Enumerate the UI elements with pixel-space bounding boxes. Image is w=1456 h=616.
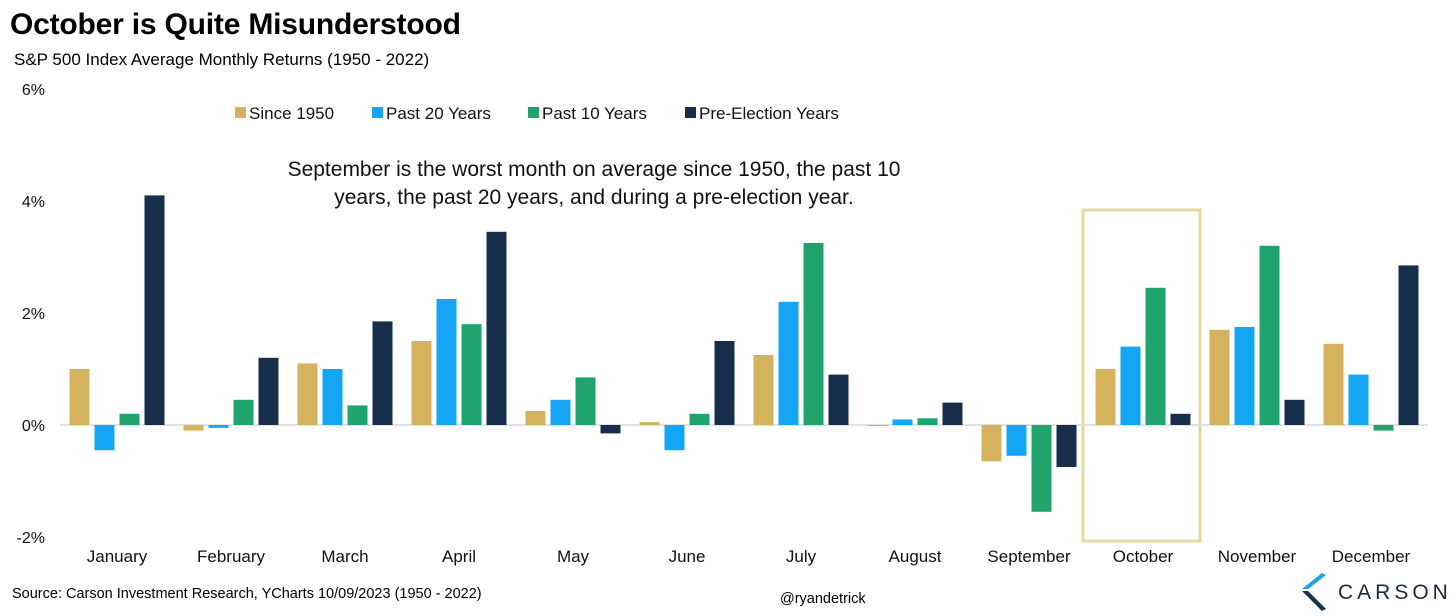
bar: [461, 324, 482, 425]
legend-label: Since 1950: [249, 104, 334, 123]
bar: [208, 425, 229, 428]
chart-title: October is Quite Misunderstood: [10, 8, 461, 41]
bar: [69, 369, 90, 425]
bar: [1006, 425, 1027, 456]
chart-subtitle: S&P 500 Index Average Monthly Returns (1…: [14, 50, 430, 69]
bar: [436, 299, 457, 425]
bar: [258, 357, 279, 425]
x-tick-label: January: [87, 547, 148, 566]
bar: [1348, 374, 1369, 425]
bar: [1120, 346, 1141, 425]
bar: [550, 399, 571, 425]
bar: [1056, 425, 1077, 467]
bar: [347, 405, 368, 425]
october-highlight-box: [1081, 208, 1202, 543]
x-tick-label: July: [786, 547, 817, 566]
x-tick-label: December: [1332, 547, 1411, 566]
bar: [1234, 327, 1255, 425]
x-tick-label: March: [321, 547, 368, 566]
bar: [1323, 343, 1344, 425]
bar: [981, 425, 1002, 462]
bar: [778, 301, 799, 425]
bar: [183, 425, 204, 431]
bar: [144, 195, 165, 425]
bar: [297, 363, 318, 425]
bar: [1170, 413, 1191, 425]
bar: [828, 374, 849, 425]
legend-swatch: [528, 107, 539, 118]
bar: [575, 377, 596, 425]
bar: [639, 422, 660, 425]
x-tick-label: September: [987, 547, 1070, 566]
bar: [803, 243, 824, 425]
y-tick-label: 6%: [22, 82, 45, 99]
x-tick-label: June: [669, 547, 706, 566]
carson-logo: CARSON: [1300, 573, 1452, 613]
legend-label: Pre-Election Years: [699, 104, 839, 123]
bar: [664, 425, 685, 451]
bar: [1398, 265, 1419, 425]
x-tick-label: November: [1218, 547, 1297, 566]
annotation-line-1: September is the worst month on average …: [288, 158, 901, 181]
bar: [892, 419, 913, 425]
bar: [1284, 399, 1305, 425]
y-tick-label: 2%: [22, 306, 45, 323]
legend-swatch: [685, 107, 696, 118]
bar: [322, 369, 343, 425]
legend-swatch: [235, 107, 246, 118]
x-tick-label: October: [1113, 547, 1174, 566]
y-tick-label: -2%: [17, 530, 45, 547]
carson-chevron-logo-icon: [1302, 573, 1326, 611]
bar: [917, 418, 938, 425]
bar: [942, 402, 963, 425]
legend-swatch: [372, 107, 383, 118]
bar: [411, 341, 432, 425]
bar: [1259, 245, 1280, 425]
x-tick-label: February: [197, 547, 266, 566]
logo-text: CARSON: [1338, 581, 1452, 604]
author-handle: @ryandetrick: [780, 591, 866, 607]
bar: [689, 413, 710, 425]
x-tick-label: April: [442, 547, 476, 566]
y-tick-label: 4%: [22, 194, 45, 211]
bar: [1031, 425, 1052, 512]
bar: [486, 231, 507, 425]
bar: [714, 341, 735, 425]
x-tick-label: August: [889, 547, 942, 566]
legend-label: Past 10 Years: [542, 104, 647, 123]
bar: [94, 425, 115, 451]
bar: [525, 411, 546, 425]
bar: [600, 425, 621, 434]
bar: [119, 413, 140, 425]
bar: [372, 321, 393, 425]
bar: [753, 355, 774, 425]
annotation-line-2: years, the past 20 years, and during a p…: [334, 186, 853, 209]
bar: [1373, 425, 1394, 431]
bar: [1209, 329, 1230, 425]
x-tick-label: May: [557, 547, 590, 566]
y-tick-label: 0%: [22, 418, 45, 435]
legend-label: Past 20 Years: [386, 104, 491, 123]
bar: [867, 425, 888, 426]
bar: [233, 399, 254, 425]
bar: [1095, 369, 1116, 425]
bar: [1145, 287, 1166, 425]
source-note: Source: Carson Investment Research, YCha…: [12, 586, 482, 602]
